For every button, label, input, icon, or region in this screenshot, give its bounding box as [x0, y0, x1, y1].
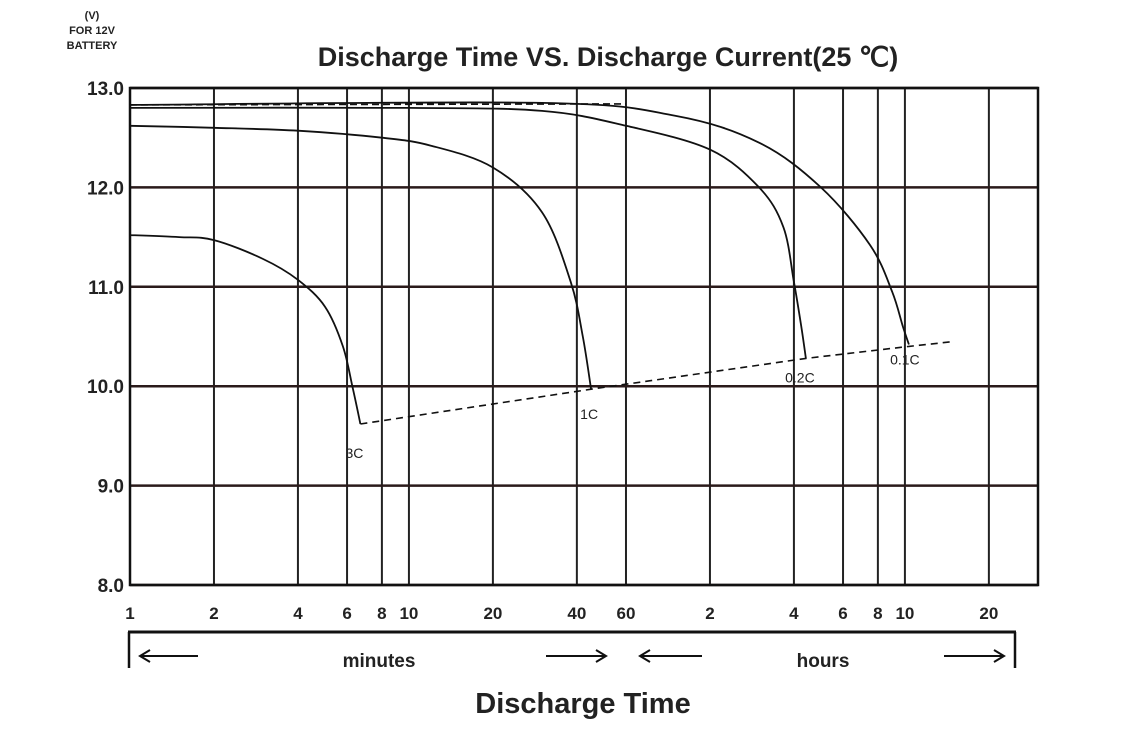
x-tick-label: 20 [483, 604, 502, 623]
x-tick-label: 4 [789, 604, 799, 623]
unit-label-line-3: BATTERY [67, 40, 118, 52]
unit-label-line-1: (V) [85, 10, 100, 22]
hours-right-arrowhead [993, 649, 1006, 663]
y-tick-label: 12.0 [87, 178, 124, 199]
y-tick-label: 11.0 [88, 278, 124, 299]
series-labels: 3C 1C 0.2C 0.1C [345, 351, 919, 461]
chart-title: Discharge Time VS. Discharge Current(25 … [318, 42, 899, 72]
x-tick-label: 6 [838, 604, 847, 623]
grid [129, 86, 1039, 587]
minutes-label: minutes [343, 651, 416, 672]
cutoff-dashed-line [360, 340, 955, 425]
minutes-right-arrowhead [595, 649, 608, 663]
y-axis-ticks: 8.0 9.0 10.0 11.0 12.0 13.0 [87, 79, 124, 597]
unit-label-line-2: FOR 12V [69, 25, 116, 37]
series-line-3c [129, 234, 362, 425]
time-range-indicator: minutes hours [127, 630, 1017, 672]
x-axis-ticks: 1 2 4 6 8 10 20 40 60 2 4 6 8 10 20 [125, 604, 998, 623]
series-label-0-2c: 0.2C [785, 369, 815, 385]
y-unit-label: (V) FOR 12V BATTERY [67, 10, 118, 52]
x-axis-title: Discharge Time [475, 688, 690, 720]
x-tick-label: 8 [873, 604, 882, 623]
y-tick-label: 10.0 [87, 377, 124, 398]
start-voltage-dashed [129, 103, 626, 106]
x-tick-label: 8 [377, 604, 386, 623]
series-label-0-1c: 0.1C [890, 351, 920, 367]
x-tick-label: 10 [399, 604, 418, 623]
x-tick-label: 1 [125, 604, 134, 623]
x-tick-label: 4 [293, 604, 303, 623]
series-line-0-1c [129, 101, 910, 345]
x-tick-label: 60 [617, 604, 636, 623]
y-tick-label: 8.0 [98, 576, 124, 597]
x-tick-label: 20 [979, 604, 998, 623]
x-tick-label: 40 [567, 604, 586, 623]
series-label-3c: 3C [345, 445, 363, 461]
minutes-left-arrowhead [138, 649, 151, 663]
series-line-1c [129, 124, 592, 390]
series-line-0-2c [129, 106, 807, 359]
series-label-1c: 1C [580, 406, 598, 422]
series-lines [129, 101, 910, 425]
hours-label: hours [797, 651, 850, 672]
y-tick-label: 13.0 [87, 79, 124, 100]
cutoff-voltage-line [360, 340, 955, 425]
x-tick-label: 2 [705, 604, 714, 623]
plot-frame [128, 86, 1040, 587]
hours-left-arrowhead [638, 649, 651, 663]
x-tick-label: 6 [342, 604, 351, 623]
x-tick-label: 2 [209, 604, 218, 623]
x-tick-label: 10 [895, 604, 914, 623]
y-tick-label: 9.0 [98, 477, 124, 498]
